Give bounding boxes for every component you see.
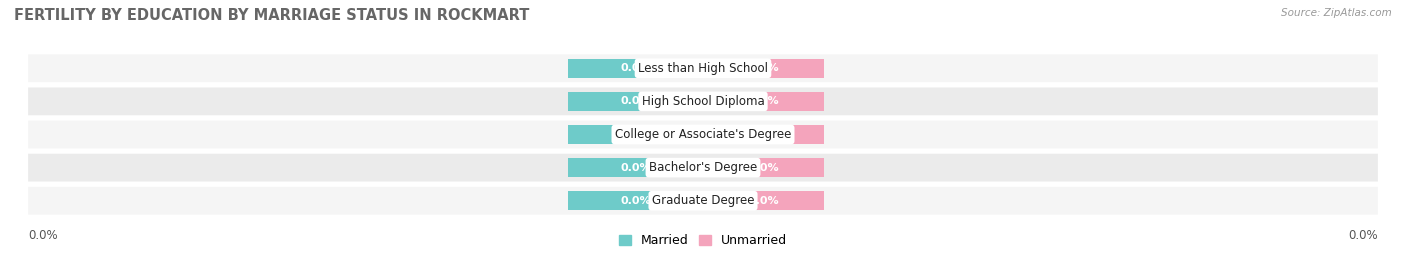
Text: 0.0%: 0.0%: [748, 63, 779, 73]
FancyBboxPatch shape: [28, 54, 1378, 82]
FancyBboxPatch shape: [28, 187, 1378, 215]
Bar: [568, 191, 703, 210]
Text: 0.0%: 0.0%: [748, 129, 779, 140]
Bar: [703, 125, 824, 144]
Text: Graduate Degree: Graduate Degree: [652, 194, 754, 207]
Bar: [703, 92, 824, 111]
Text: Bachelor's Degree: Bachelor's Degree: [650, 161, 756, 174]
Text: 0.0%: 0.0%: [620, 96, 651, 107]
Text: College or Associate's Degree: College or Associate's Degree: [614, 128, 792, 141]
Text: Less than High School: Less than High School: [638, 62, 768, 75]
Bar: [568, 125, 703, 144]
Bar: [568, 92, 703, 111]
FancyBboxPatch shape: [28, 87, 1378, 115]
Text: 0.0%: 0.0%: [748, 96, 779, 107]
Bar: [703, 191, 824, 210]
Text: 0.0%: 0.0%: [620, 162, 651, 173]
Text: 0.0%: 0.0%: [28, 229, 58, 242]
Bar: [703, 158, 824, 177]
Text: 0.0%: 0.0%: [748, 162, 779, 173]
Bar: [568, 59, 703, 78]
Text: 0.0%: 0.0%: [748, 196, 779, 206]
Bar: [703, 59, 824, 78]
Text: Source: ZipAtlas.com: Source: ZipAtlas.com: [1281, 8, 1392, 18]
Bar: [568, 158, 703, 177]
Text: 0.0%: 0.0%: [620, 63, 651, 73]
Text: 0.0%: 0.0%: [620, 129, 651, 140]
Text: FERTILITY BY EDUCATION BY MARRIAGE STATUS IN ROCKMART: FERTILITY BY EDUCATION BY MARRIAGE STATU…: [14, 8, 530, 23]
Legend: Married, Unmarried: Married, Unmarried: [613, 229, 793, 252]
FancyBboxPatch shape: [28, 121, 1378, 148]
Text: 0.0%: 0.0%: [1348, 229, 1378, 242]
Text: 0.0%: 0.0%: [620, 196, 651, 206]
FancyBboxPatch shape: [28, 154, 1378, 182]
Text: High School Diploma: High School Diploma: [641, 95, 765, 108]
